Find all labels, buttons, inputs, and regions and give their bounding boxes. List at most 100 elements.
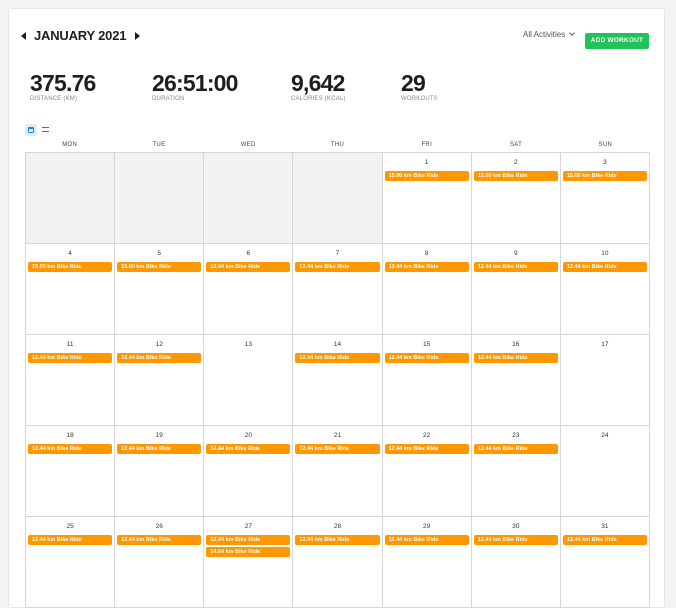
workout-event[interactable]: 12.44 km Bike Ride <box>473 444 558 454</box>
day-number: 26 <box>155 523 163 530</box>
workout-event[interactable]: 12.44 km Bike Ride <box>384 535 469 545</box>
day-cell[interactable]: 13 <box>204 335 294 426</box>
day-number: 28 <box>333 523 342 530</box>
day-cell[interactable]: 16 12.44 km Bike Ride <box>471 335 561 426</box>
week-row: 4 15.00 km Bike Ride 5 15.00 km Bike Ride 6 1… <box>26 244 650 335</box>
workout-event[interactable]: 12.44 km Bike Ride <box>117 353 202 363</box>
day-cell[interactable]: 2 15.00 km Bike Ride <box>471 153 561 244</box>
day-cell[interactable]: 31 12.44 km Bike Ride <box>560 517 650 608</box>
day-number: 18 <box>66 432 74 439</box>
day-number: 19 <box>155 432 163 439</box>
stat-value: 375.76 <box>30 70 96 96</box>
workout-event[interactable]: 12.44 km Bike Ride <box>562 262 647 272</box>
add-workout-button[interactable]: ADD WORKOUT <box>585 33 649 49</box>
activity-filter-label: All Activities <box>523 30 566 39</box>
weekday-label: TUE <box>152 142 166 148</box>
day-number: 10 <box>601 250 609 257</box>
day-cell[interactable]: 8 12.44 km Bike Ride <box>382 244 472 335</box>
day-cell[interactable]: 21 12.44 km Bike Ride <box>293 426 383 517</box>
day-number <box>26 159 114 168</box>
day-number: 6 <box>246 250 251 257</box>
workout-event[interactable]: 12.44 km Bike Ride <box>295 444 380 454</box>
chevron-right-icon[interactable] <box>135 32 140 40</box>
day-cell[interactable]: 23 12.44 km Bike Ride <box>471 426 561 517</box>
day-cell[interactable]: 28 12.44 km Bike Ride <box>293 517 383 608</box>
list-icon[interactable] <box>42 127 49 132</box>
weekday-label: SAT <box>509 142 523 148</box>
day-cell[interactable]: 3 15.00 km Bike Ride <box>560 153 650 244</box>
day-cell[interactable]: 17 <box>560 335 650 426</box>
workout-event[interactable]: 12.44 km Bike Ride <box>206 262 291 272</box>
workout-event[interactable]: 12.44 km Bike Ride <box>384 262 469 272</box>
day-cell[interactable]: 18 12.44 km Bike Ride <box>26 426 116 517</box>
day-number: 20 <box>244 432 252 439</box>
stat-label: WORKOUTS <box>401 96 438 102</box>
day-number: 4 <box>68 250 72 257</box>
workout-event[interactable]: 15.00 km Bike Ride <box>562 171 647 181</box>
workout-event[interactable]: 15.00 km Bike Ride <box>28 262 113 272</box>
calendar-header: JANUARY 2021 All Activities ADD WORKOUT <box>18 26 649 49</box>
workout-event[interactable]: 15.00 km Bike Ride <box>117 262 202 272</box>
day-cell[interactable]: 29 12.44 km Bike Ride <box>382 517 472 608</box>
stat-distance: 375.76 DISTANCE (KM) <box>30 70 96 102</box>
day-number: 31 <box>601 523 609 530</box>
stat-workouts: 29 WORKOUTS <box>401 70 438 102</box>
workout-event[interactable]: 12.44 km Bike Ride <box>295 262 380 272</box>
workout-event[interactable]: 12.44 km Bike Ride <box>295 353 380 363</box>
week-row: 11 12.44 km Bike Ride 12 12.44 km Bike Ride… <box>26 335 650 426</box>
workout-event[interactable]: 12.44 km Bike Ride <box>28 444 113 454</box>
weekday-header: MON TUE WED THU FRI SAT SUN <box>25 142 650 152</box>
day-cell[interactable]: 12 12.44 km Bike Ride <box>115 335 205 426</box>
day-cell[interactable]: 26 12.44 km Bike Ride <box>115 517 205 608</box>
day-cell[interactable]: 5 15.00 km Bike Ride <box>115 244 205 335</box>
week-row: 1 15.00 km Bike Ride 2 15.00 km Bike Ride 3 1… <box>26 153 650 244</box>
day-cell[interactable]: 7 12.44 km Bike Ride <box>293 244 383 335</box>
empty-day-cell <box>293 153 383 244</box>
day-cell[interactable]: 6 12.44 km Bike Ride <box>204 244 294 335</box>
workout-event[interactable]: 12.44 km Bike Ride <box>117 535 202 545</box>
workout-event[interactable]: 12.44 km Bike Ride <box>562 535 647 545</box>
calendar-icon[interactable] <box>25 124 37 136</box>
day-cell[interactable]: 30 12.44 km Bike Ride <box>471 517 561 608</box>
workout-event[interactable]: 12.44 km Bike Ride <box>295 535 380 545</box>
workout-event[interactable]: 12.44 km Bike Ride <box>384 444 469 454</box>
workout-event[interactable]: 12.44 km Bike Ride <box>206 535 291 545</box>
workout-event[interactable]: 12.44 km Bike Ride <box>206 444 291 454</box>
day-cell[interactable]: 15 12.44 km Bike Ride <box>382 335 472 426</box>
workout-event[interactable]: 15.00 km Bike Ride <box>384 171 469 181</box>
day-number: 11 <box>66 341 74 348</box>
day-cell[interactable]: 22 12.44 km Bike Ride <box>382 426 472 517</box>
day-number: 23 <box>512 432 520 439</box>
day-cell[interactable]: 1 15.00 km Bike Ride <box>382 153 472 244</box>
activity-filter-dropdown[interactable]: All Activities <box>523 30 576 39</box>
day-cell[interactable]: 20 12.44 km Bike Ride <box>204 426 294 517</box>
week-row: 18 12.44 km Bike Ride 19 12.44 km Bike Ride… <box>26 426 650 517</box>
workout-event[interactable]: 12.44 km Bike Ride <box>117 444 202 454</box>
chevron-left-icon[interactable] <box>21 32 26 40</box>
day-cell[interactable]: 11 12.44 km Bike Ride <box>26 335 116 426</box>
workout-event[interactable]: 12.44 km Bike Ride <box>28 353 113 363</box>
day-number: 15 <box>423 341 431 348</box>
workout-event[interactable]: 12.44 km Bike Ride <box>384 353 469 363</box>
day-cell[interactable]: 10 12.44 km Bike Ride <box>560 244 650 335</box>
day-cell[interactable]: 24 <box>560 426 650 517</box>
workout-event[interactable]: 12.44 km Bike Ride <box>473 353 558 363</box>
day-cell[interactable]: 27 12.44 km Bike Ride 14.64 km Bike Ride <box>204 517 294 608</box>
day-number: 16 <box>512 341 520 348</box>
workout-event[interactable]: 12.44 km Bike Ride <box>473 535 558 545</box>
stat-calories: 9,642 CALORIES (KCAL) <box>291 70 346 102</box>
day-number: 14 <box>333 341 342 348</box>
day-number: 17 <box>601 341 609 348</box>
workout-event[interactable]: 12.44 km Bike Ride <box>473 262 558 272</box>
day-cell[interactable]: 9 12.44 km Bike Ride <box>471 244 561 335</box>
workout-event[interactable]: 14.64 km Bike Ride <box>206 547 291 557</box>
day-cell[interactable]: 4 15.00 km Bike Ride <box>26 244 116 335</box>
workout-event[interactable]: 15.00 km Bike Ride <box>473 171 558 181</box>
stat-label: DURATION <box>152 96 185 102</box>
day-cell[interactable]: 25 12.44 km Bike Ride <box>26 517 116 608</box>
day-cell[interactable]: 19 12.44 km Bike Ride <box>115 426 205 517</box>
stat-value: 26:51:00 <box>152 70 238 96</box>
workout-event[interactable]: 12.44 km Bike Ride <box>28 535 113 545</box>
day-number: 1 <box>424 159 429 166</box>
day-cell[interactable]: 14 12.44 km Bike Ride <box>293 335 383 426</box>
